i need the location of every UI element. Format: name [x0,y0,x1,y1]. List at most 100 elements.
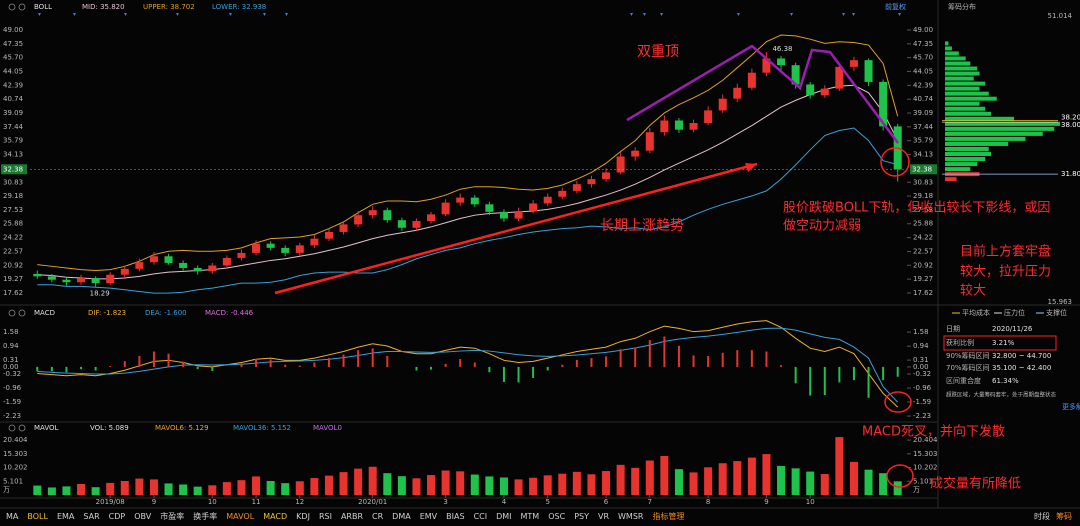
y-tick-label: -0.32 [913,370,931,378]
y-tick-label: 40.74 [3,95,24,103]
toolbar-item[interactable]: KDJ [296,512,310,521]
toolbar-item[interactable]: VR [597,512,610,521]
toolbar-item[interactable]: OBV [134,512,152,521]
macd-bar [590,358,593,367]
candle-body [179,262,188,268]
chip-level-label: 38.00 [1061,121,1080,129]
macd-bar [50,366,53,372]
toolbar-item[interactable]: CCI [473,512,488,521]
toolbar-item[interactable]: 市盈率 [160,512,185,521]
chip-legend: 支撑位 [1046,308,1067,317]
x-tick-label: 12 [295,498,304,506]
candle-body [412,221,421,228]
stat-value: 61.34% [992,377,1019,385]
y-tick-label: 17.62 [3,289,23,297]
toolbar-item[interactable]: BOLL [27,512,48,521]
volume-bar [62,486,71,495]
toolbar-item[interactable]: EMV [419,512,438,521]
x-tick-label: 7 [648,498,652,506]
toolbar-item[interactable]: DMA [392,512,411,521]
macd-bar [211,366,214,371]
toolbar-item[interactable]: MACD [263,512,288,521]
stat-value: 3.21% [992,339,1015,347]
chip-bar [945,152,991,157]
volume-bar [33,485,42,495]
more-link[interactable]: 更多解读 [1062,402,1080,411]
indicator-line [37,127,898,294]
macd-bar [371,348,374,367]
volume-bar [281,483,290,495]
candle-body [77,278,86,283]
candle-body [704,110,713,123]
volume-bar [777,465,786,495]
x-tick-label: 2020/01 [358,498,387,506]
y-tick-label: 0.31 [913,356,929,364]
macd-bar [473,362,476,367]
toolbar-item[interactable]: MAVOL [226,512,255,521]
candle-body [47,276,56,280]
macd-bar [765,351,768,367]
chip-bar [945,121,1060,126]
volume-bar [660,455,669,495]
macd-bar [721,352,724,367]
candle-body [733,87,742,99]
toolbar-item[interactable]: CDP [108,512,126,521]
toolbar-item[interactable]: ARBR [340,512,364,521]
toolbar-item[interactable]: EMA [56,512,75,521]
header-icons[interactable] [8,3,26,432]
candle-body [441,202,450,215]
chip-bottom: 15.963 [1048,298,1073,306]
chip-bar [945,66,978,71]
toolbar-item[interactable]: OSC [548,512,566,521]
volume-bar [237,480,246,495]
toolbar-item[interactable]: MTM [520,512,540,521]
volume-bar [587,474,596,495]
volume-bar [412,478,421,495]
macd-bar [240,363,243,367]
chip-bar [945,136,1026,141]
chip-bar [945,162,978,167]
toolbar-item[interactable]: BIAS [446,512,465,521]
y-tick-label: 35.79 [913,137,933,145]
y-tick-label: 0.94 [913,342,929,350]
macd-bar [430,366,433,370]
toolbar-item[interactable]: RSI [318,512,332,521]
volume-bar [47,487,56,495]
chip-bar [945,167,971,172]
y-tick-label: 1.58 [913,328,929,336]
macd-bar [182,361,185,367]
adjust-toggle[interactable]: 前复权 [885,2,906,11]
candle-body [106,274,115,284]
candle-body [689,122,698,130]
y-tick-label: 15.303 [3,450,28,458]
volume-bar [252,476,261,495]
y-tick-label: 45.70 [913,54,933,62]
toolbar-item[interactable]: 时段 [1034,512,1050,521]
chip-bar [945,106,986,111]
toolbar-item[interactable]: PSY [574,512,589,521]
annotation: 长期上涨趋势 [600,218,684,234]
toolbar-item[interactable]: MA [6,512,19,521]
toolbar-item[interactable]: 指标管理 [652,512,685,521]
toolbar-item[interactable]: SAR [83,512,100,521]
chip-legend: 平均成本 [962,308,990,317]
toolbar-item[interactable]: DMI [496,512,512,521]
annotation: 双重顶 [637,44,679,60]
y-tick-label: 22.57 [3,247,23,255]
macd-bar [896,366,899,377]
macd-bar [196,366,199,370]
candle-body [149,256,158,263]
toolbar-item[interactable]: 换手率 [193,512,218,521]
toolbar-item[interactable]: WMSR [618,512,644,521]
unit-label: 万 [3,486,10,494]
macd-bar [488,366,491,373]
toolbar-item[interactable]: CR [372,512,384,521]
macd-bar [838,366,841,383]
candle-body [193,267,202,272]
candle-body [558,190,567,197]
toolbar-item[interactable]: 筹码 [1056,512,1072,521]
y-tick-label: -0.32 [3,370,21,378]
candle-body [587,179,596,185]
y-tick-label: 0.94 [3,342,19,350]
candle-body [456,197,465,203]
